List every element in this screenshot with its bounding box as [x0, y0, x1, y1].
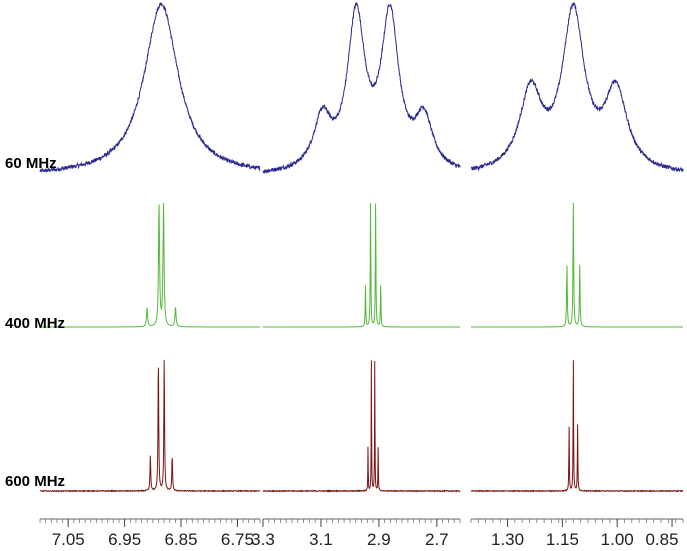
- x-tick-label: 3.1: [309, 530, 333, 549]
- spectrum-trace: [263, 202, 460, 328]
- x-tick-label: 2.7: [425, 530, 449, 549]
- x-tick-label: 1.30: [491, 530, 524, 549]
- spectrum-trace: [470, 1, 684, 172]
- x-tick-label: 6.75: [221, 530, 254, 549]
- x-tick-label: 1.15: [546, 530, 579, 549]
- row-label: 400 MHz: [5, 315, 65, 332]
- spectrum-trace: [471, 202, 683, 328]
- row-label: 600 MHz: [5, 473, 65, 490]
- x-tick-label: 1.00: [601, 530, 634, 549]
- x-axes: 7.05 6.95 6.85 6.753.3 3.1 2.9 2.7 1.30 1.15 1.00…: [39, 518, 684, 549]
- row-label: 60 MHz: [5, 155, 57, 172]
- x-tick-label: 6.85: [164, 530, 197, 549]
- x-tick-label: 0.85: [645, 530, 678, 549]
- spectrum-trace: [470, 360, 684, 493]
- spectrum-trace: [40, 202, 260, 328]
- x-tick-label: 2.9: [367, 530, 391, 549]
- spectra-layer: [39, 1, 684, 493]
- x-tick-label: 3.3: [251, 530, 275, 549]
- spectrum-trace: [39, 2, 261, 173]
- x-tick-label: 6.95: [108, 530, 141, 549]
- row-labels: 60 MHz 400 MHz 600 MHz: [5, 155, 65, 490]
- spectrum-trace: [262, 360, 461, 493]
- spectrum-trace: [39, 360, 261, 493]
- x-tick-label: 7.05: [52, 530, 85, 549]
- spectrum-trace: [262, 1, 461, 175]
